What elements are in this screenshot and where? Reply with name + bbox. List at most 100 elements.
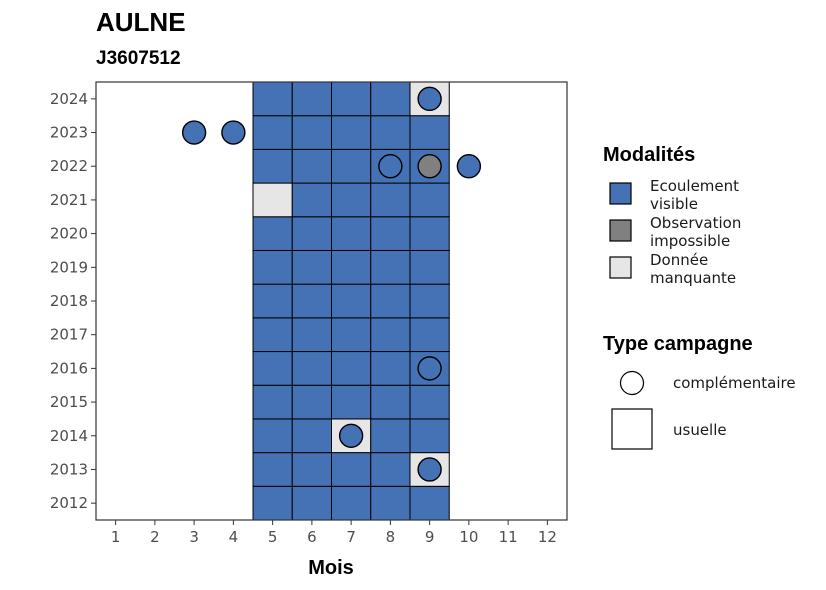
tile-2012-7: [331, 485, 372, 521]
y-tick-label-2016: 2016: [50, 359, 88, 377]
tile-2022-6: [291, 148, 332, 184]
y-tick-label-2019: 2019: [50, 258, 88, 276]
tile-2017-6: [291, 317, 332, 353]
tile-2020-5: [252, 216, 293, 251]
tile-2023-9: [409, 115, 450, 150]
tile-2021-7: [331, 182, 372, 218]
legend-key-square: [611, 408, 653, 450]
tile-2022-7: [331, 148, 372, 184]
y-tick-label-2014: 2014: [50, 427, 88, 445]
tile-2019-6: [291, 249, 332, 285]
tile-2019-9: [409, 249, 450, 285]
legend-label-donnee_manquante-line1: Donnée: [650, 251, 708, 269]
tile-2023-5: [252, 115, 293, 150]
tile-2024-5: [252, 81, 293, 117]
tile-2018-6: [291, 283, 332, 319]
tile-2014-9: [409, 418, 450, 454]
tile-2020-6: [291, 216, 332, 251]
x-axis-title: Mois: [308, 557, 354, 579]
y-tick-label-2013: 2013: [50, 460, 88, 478]
y-tick-label-2012: 2012: [50, 494, 88, 512]
tile-2016-5: [252, 351, 293, 386]
tile-2012-5: [252, 485, 293, 521]
tile-2024-8: [370, 81, 411, 117]
point-2022-10: [456, 154, 482, 179]
point-2013-9: [417, 457, 442, 482]
y-tick-label-2017: 2017: [50, 326, 88, 344]
tile-2015-8: [370, 384, 411, 420]
tiles-layer: [252, 81, 450, 521]
y-tick-label-2015: 2015: [50, 393, 88, 411]
y-tick-label-2018: 2018: [50, 292, 88, 310]
tile-2012-9: [409, 485, 450, 521]
legend-label-usuelle: usuelle: [673, 421, 727, 439]
tile-2023-8: [370, 115, 411, 150]
tile-2020-7: [331, 216, 372, 251]
tile-2022-5: [252, 148, 293, 184]
tile-2016-7: [331, 351, 372, 386]
x-tick-label-5: 5: [268, 528, 278, 546]
legend-label-complementaire: complémentaire: [673, 374, 796, 392]
tile-2015-9: [409, 384, 450, 420]
point-2022-8: [378, 154, 403, 179]
tile-2017-7: [331, 317, 372, 353]
tile-2014-6: [291, 418, 332, 454]
points-layer: [181, 86, 482, 482]
x-tick-label-1: 1: [111, 528, 121, 546]
legend-title-modalites: Modalités: [603, 144, 695, 166]
legend: Modalités EcoulementvisibleObservationimp…: [603, 144, 796, 450]
tile-2013-5: [252, 452, 293, 487]
legend-key-observation_impossible: [609, 219, 632, 242]
point-2024-9: [417, 86, 442, 112]
tile-2012-8: [370, 485, 411, 521]
tile-2020-8: [370, 216, 411, 251]
tile-2017-9: [409, 317, 450, 353]
tile-2012-6: [291, 485, 332, 521]
y-tick-label-2020: 2020: [50, 225, 88, 243]
chart-title: AULNE: [96, 7, 186, 37]
x-tick-label-8: 8: [386, 528, 396, 546]
y-tick-label-2021: 2021: [50, 191, 88, 209]
tile-2019-8: [370, 249, 411, 285]
point-2014-7: [338, 423, 364, 448]
tile-2023-6: [291, 115, 332, 150]
tile-2021-5: [252, 182, 293, 218]
x-tick-label-11: 11: [499, 528, 518, 546]
legend-label-ecoulement_visible-line1: Ecoulement: [650, 177, 739, 195]
tile-2017-8: [370, 317, 411, 353]
tile-2014-8: [370, 418, 411, 454]
x-tick-label-7: 7: [346, 528, 356, 546]
tile-2020-9: [409, 216, 450, 251]
x-tick-label-9: 9: [425, 528, 435, 546]
tile-2018-7: [331, 283, 372, 319]
tile-2024-7: [331, 81, 372, 117]
x-tick-label-6: 6: [307, 528, 317, 546]
tile-2024-6: [291, 81, 332, 117]
tile-2013-6: [291, 452, 332, 487]
x-tick-label-10: 10: [459, 528, 478, 546]
legend-key-ecoulement_visible: [609, 182, 632, 205]
tile-2017-5: [252, 317, 293, 353]
x-tick-label-4: 4: [229, 528, 239, 546]
tile-2016-8: [370, 351, 411, 386]
tile-2015-5: [252, 384, 293, 420]
axes-layer: 1 2 3 4 5 6 7 8 9 10 11 122012201320142015201620172…: [50, 90, 557, 546]
tile-2014-5: [252, 418, 293, 454]
tile-2018-8: [370, 283, 411, 319]
tile-2016-6: [291, 351, 332, 386]
legend-label-observation_impossible-line1: Observation: [650, 214, 741, 232]
tile-2013-7: [331, 452, 372, 487]
tile-2021-8: [370, 182, 411, 218]
tile-2018-9: [409, 283, 450, 319]
legend-label-donnee_manquante-line2: manquante: [650, 269, 736, 287]
tile-2019-5: [252, 249, 293, 285]
point-2022-9: [417, 154, 442, 179]
legend-key-donnee_manquante: [609, 256, 632, 279]
y-tick-label-2023: 2023: [50, 124, 88, 142]
x-tick-label-2: 2: [150, 528, 160, 546]
point-2023-3: [181, 120, 207, 145]
tile-2023-7: [331, 115, 372, 150]
legend-label-observation_impossible-line2: impossible: [650, 232, 730, 250]
y-tick-label-2024: 2024: [50, 90, 88, 108]
